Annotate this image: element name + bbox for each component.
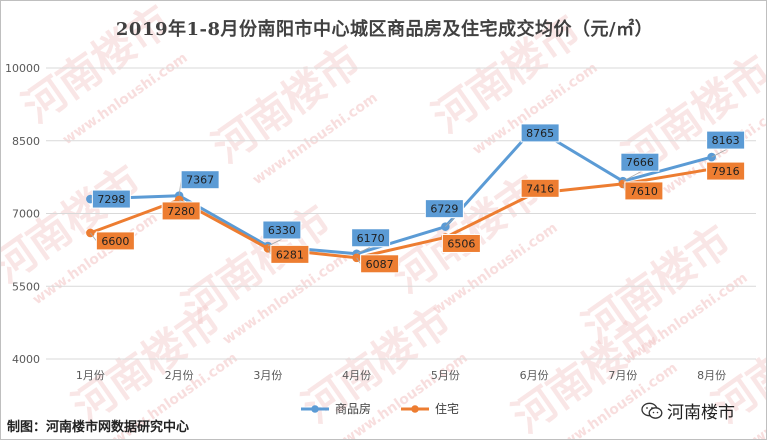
data-label: 7610 bbox=[630, 185, 658, 198]
data-label-box bbox=[180, 170, 220, 190]
x-tick-label: 7月份 bbox=[608, 369, 637, 382]
data-label-box bbox=[620, 152, 660, 172]
legend-marker bbox=[411, 405, 419, 413]
legend-label: 商品房 bbox=[335, 401, 371, 416]
data-label: 7280 bbox=[167, 205, 195, 218]
data-label: 6330 bbox=[268, 224, 296, 237]
x-tick-label: 2月份 bbox=[165, 369, 194, 382]
chart-title: 2019年1-8月份南阳市中心城区商品房及住宅成交均价（元/㎡） bbox=[115, 19, 654, 40]
x-tick-label: 4月份 bbox=[342, 369, 371, 382]
data-label-box bbox=[95, 231, 135, 251]
data-label-box bbox=[161, 201, 201, 221]
x-tick-label: 3月份 bbox=[253, 369, 282, 382]
legend-label: 住宅 bbox=[435, 401, 459, 416]
data-label-box bbox=[706, 130, 746, 150]
data-label: 8163 bbox=[712, 134, 740, 147]
x-tick-label: 5月份 bbox=[431, 369, 460, 382]
data-label: 7666 bbox=[626, 156, 654, 169]
x-tick-label: 1月份 bbox=[76, 369, 105, 382]
y-tick-label: 8500 bbox=[12, 135, 40, 148]
data-label-box bbox=[520, 178, 560, 198]
y-tick-label: 4000 bbox=[12, 353, 40, 366]
data-label: 6087 bbox=[366, 258, 394, 271]
wechat-icon bbox=[641, 402, 663, 419]
data-label: 6170 bbox=[357, 232, 385, 245]
data-label-box bbox=[270, 244, 310, 264]
x-tick-label: 6月份 bbox=[520, 369, 549, 382]
series-line bbox=[90, 126, 713, 256]
data-label: 7367 bbox=[186, 174, 214, 187]
data-label-box bbox=[624, 181, 664, 201]
brand-badge: 河南楼市 bbox=[641, 398, 735, 423]
legend-marker bbox=[311, 405, 319, 413]
label-leader bbox=[90, 232, 97, 242]
data-label-box bbox=[424, 199, 464, 219]
source-credit: 制图：河南楼市网数据研究中心 bbox=[7, 420, 190, 435]
data-label: 7916 bbox=[712, 165, 740, 178]
data-label-box bbox=[706, 161, 746, 181]
x-tick-label: 8月份 bbox=[697, 369, 726, 382]
data-label: 6729 bbox=[430, 203, 458, 216]
data-label: 6281 bbox=[276, 248, 304, 261]
data-label-box bbox=[360, 254, 400, 274]
data-label-box bbox=[441, 233, 481, 253]
label-leader bbox=[356, 257, 361, 265]
data-label: 8765 bbox=[526, 127, 554, 140]
data-label: 6506 bbox=[447, 237, 475, 250]
data-label: 7416 bbox=[526, 182, 554, 195]
y-tick-label: 7000 bbox=[12, 208, 40, 221]
data-label-box bbox=[351, 228, 391, 248]
brand-name: 河南楼市 bbox=[667, 403, 735, 423]
y-tick-label: 5500 bbox=[12, 280, 40, 293]
data-label-box bbox=[520, 123, 560, 143]
data-label: 7298 bbox=[97, 193, 125, 206]
data-label-box bbox=[91, 189, 131, 209]
data-label: 6600 bbox=[101, 235, 129, 248]
y-tick-label: 10000 bbox=[5, 62, 40, 75]
data-label-box bbox=[262, 220, 302, 240]
